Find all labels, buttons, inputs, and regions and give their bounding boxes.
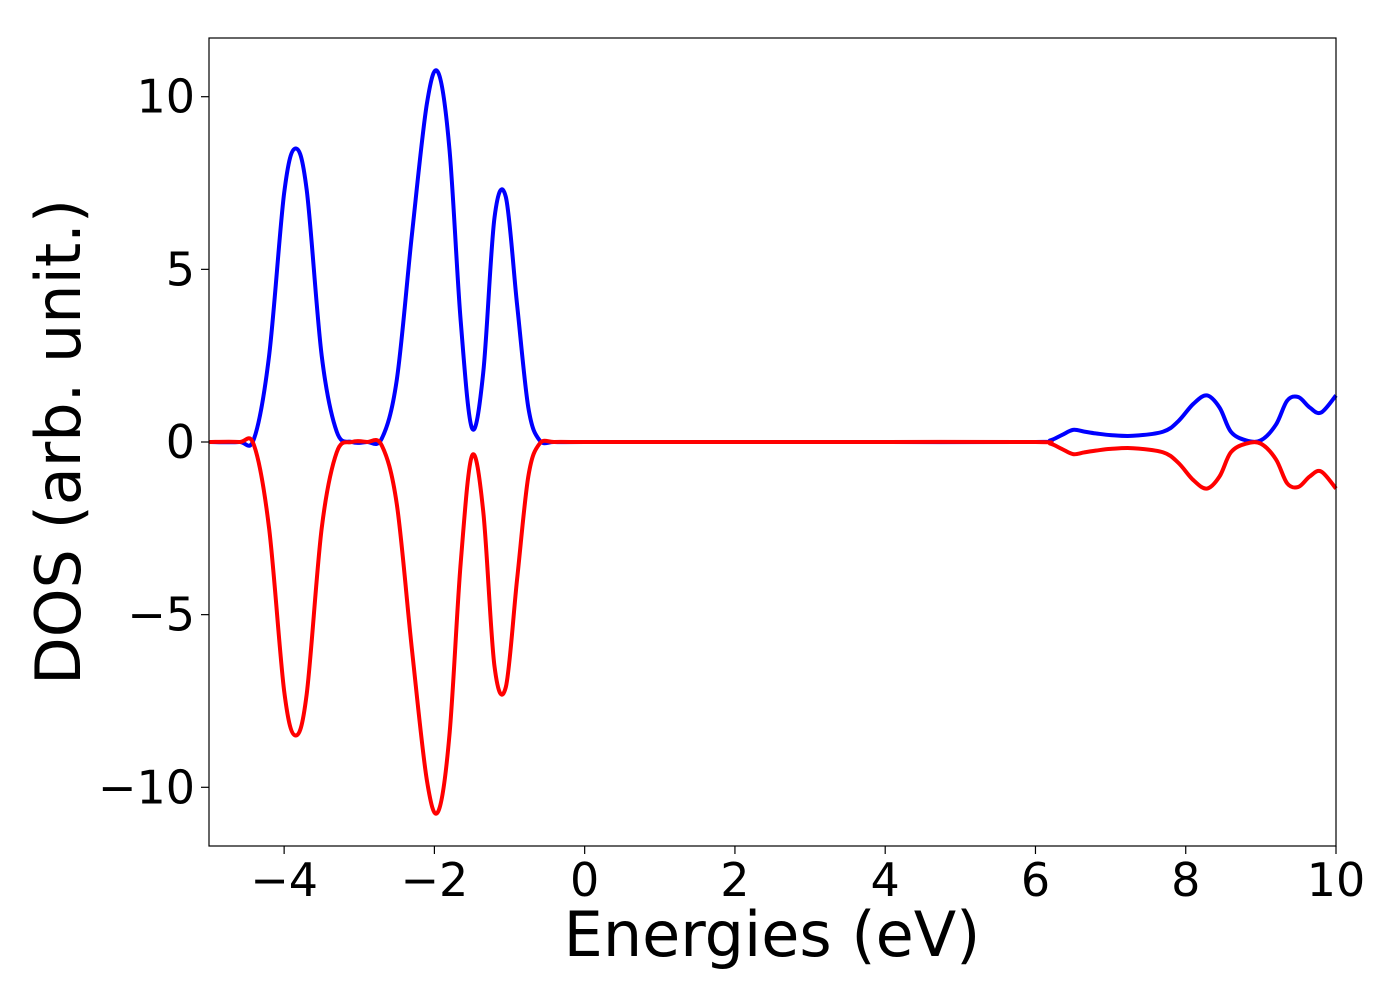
x-tick-label: 2: [720, 853, 749, 907]
x-tick-label: −2: [400, 853, 468, 907]
x-tick-label: 4: [871, 853, 900, 907]
x-tick-label: 10: [1307, 853, 1366, 907]
x-tick-label: 8: [1171, 853, 1200, 907]
series-line-1: [208, 436, 1338, 816]
x-axis-ticks: −4 −2 0 2 4 6 8 10: [250, 846, 1365, 907]
y-axis-ticks: −10 −5 0 5 10: [98, 70, 209, 814]
y-tick-label: −10: [98, 760, 195, 814]
x-tick-label: −4: [250, 853, 318, 907]
series-layer: [208, 68, 1338, 816]
series-line-0: [208, 68, 1338, 448]
x-axis-label: Energies (eV): [564, 898, 981, 971]
y-tick-label: 5: [166, 242, 195, 296]
y-tick-label: 0: [166, 415, 195, 469]
x-tick-label: 6: [1021, 853, 1050, 907]
y-axis-label: DOS (arb. unit.): [22, 199, 95, 685]
y-tick-label: −5: [127, 588, 195, 642]
y-tick-label: 10: [136, 70, 195, 124]
x-tick-label: 0: [570, 853, 599, 907]
